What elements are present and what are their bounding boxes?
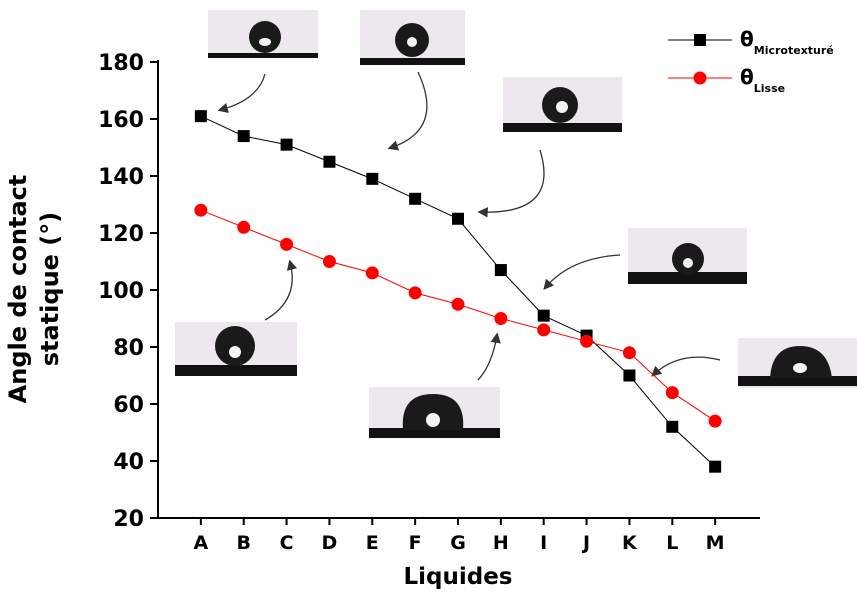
point <box>580 334 594 348</box>
point <box>708 414 722 428</box>
y-tick-label: 20 <box>113 507 144 532</box>
x-tick-label: A <box>193 532 208 554</box>
y-tick-label: 120 <box>98 222 144 247</box>
y-tick-label: 60 <box>113 393 144 418</box>
x-tick-label: G <box>450 532 466 554</box>
x-tick-label: C <box>280 532 294 554</box>
point <box>409 192 422 205</box>
point <box>666 420 679 433</box>
x-tick-label: F <box>409 532 422 554</box>
y-tick-label: 140 <box>98 165 144 190</box>
point <box>280 237 294 251</box>
y-tick-label: 180 <box>98 51 144 76</box>
y-label-line: Angle de contact <box>4 175 32 404</box>
legend-marker <box>694 34 706 46</box>
x-tick-label: K <box>622 532 638 554</box>
legend-symbol: θ <box>740 65 754 89</box>
arrow <box>651 356 721 377</box>
photo <box>208 10 318 58</box>
x-tick-label: H <box>493 532 509 554</box>
arrow <box>477 149 545 218</box>
photo <box>360 10 465 65</box>
legend-label: θLisse <box>740 65 785 95</box>
point <box>709 460 722 473</box>
point <box>622 346 636 360</box>
arrow <box>217 73 266 114</box>
point <box>365 266 379 280</box>
photo <box>738 338 857 388</box>
photos <box>175 10 857 438</box>
point <box>194 110 207 123</box>
point <box>451 297 465 311</box>
x-tick-label: J <box>581 532 590 554</box>
x-tick-label: E <box>366 532 379 554</box>
photo <box>369 387 500 438</box>
arrow <box>477 332 501 381</box>
x-tick-label: I <box>540 532 547 554</box>
point <box>494 264 507 277</box>
point <box>237 220 251 234</box>
point <box>322 255 336 268</box>
y-tick-label: 100 <box>98 279 144 304</box>
arrow <box>264 259 298 321</box>
x-tick-label: B <box>236 532 250 554</box>
arrow <box>387 71 428 151</box>
point <box>537 309 550 322</box>
legend-marker <box>693 71 707 85</box>
point <box>323 155 336 168</box>
arrow <box>543 254 621 290</box>
y-tick-label: 160 <box>98 108 144 133</box>
y-label-line: statique (°) <box>36 212 64 367</box>
x-tick-label: L <box>666 532 678 554</box>
x-axis-label: Liquides <box>403 564 512 590</box>
legend-symbol: θ <box>740 27 754 51</box>
point <box>366 172 379 185</box>
point <box>452 212 464 225</box>
legend-label: θMicrotexturé <box>740 27 834 57</box>
point <box>280 138 293 151</box>
legend-subscript: Lisse <box>754 82 785 95</box>
point <box>237 130 250 143</box>
point <box>194 203 208 217</box>
x-tick-label: D <box>322 532 338 554</box>
photo <box>628 228 747 284</box>
point <box>623 369 636 382</box>
x-tick-label: M <box>706 532 725 554</box>
legend-subscript: Microtexturé <box>754 44 834 57</box>
photo <box>175 322 297 376</box>
photo <box>503 77 622 132</box>
y-axis-label: Angle de contact statique (°) <box>4 175 64 404</box>
point <box>537 323 551 337</box>
point <box>665 386 679 400</box>
point <box>408 286 422 300</box>
y-tick-label: 40 <box>113 450 144 475</box>
y-tick-label: 80 <box>113 336 144 361</box>
point <box>494 312 508 325</box>
